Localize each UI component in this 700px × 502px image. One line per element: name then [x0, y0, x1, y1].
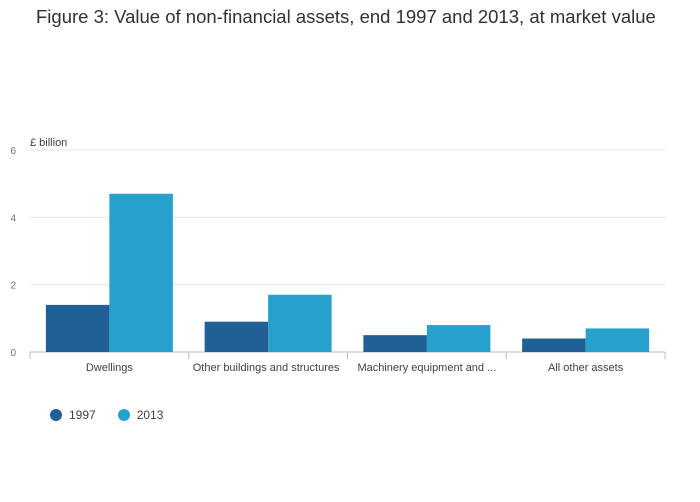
x-tick-label-2: Machinery equipment and ... — [357, 362, 497, 374]
bar-2013-0 — [109, 193, 173, 352]
bar-2013-3 — [585, 328, 650, 352]
bar-1997-3 — [522, 338, 586, 352]
bar-2013-1 — [268, 294, 332, 352]
y-tick-label-4: 4 — [10, 213, 16, 224]
legend-swatch-2013 — [117, 409, 130, 421]
legend: 1997 2013 — [50, 408, 185, 422]
x-tick-label-1: Other buildings and structures — [192, 362, 340, 374]
y-tick-label-2: 2 — [10, 281, 16, 292]
bar-1997-0 — [45, 304, 110, 352]
y-axis-unit-label: £ billion — [30, 137, 68, 149]
y-tick-label-0: 0 — [10, 348, 16, 359]
legend-swatch-1997 — [50, 409, 62, 421]
legend-label-1997: 1997 — [69, 408, 96, 422]
bar-1997-2 — [363, 335, 427, 352]
chart-title: Figure 3: Value of non-financial assets,… — [36, 6, 656, 27]
legend-item-2013[interactable]: 2013 — [117, 408, 164, 422]
legend-label-2013: 2013 — [136, 408, 164, 422]
bar-2013-2 — [426, 325, 491, 352]
x-tick-label-0: Dwellings — [85, 362, 133, 374]
legend-item-1997[interactable]: 1997 — [50, 408, 96, 422]
x-tick-label-3: All other assets — [548, 362, 624, 374]
bar-1997-1 — [204, 321, 269, 352]
y-tick-label-6: 6 — [10, 146, 16, 157]
